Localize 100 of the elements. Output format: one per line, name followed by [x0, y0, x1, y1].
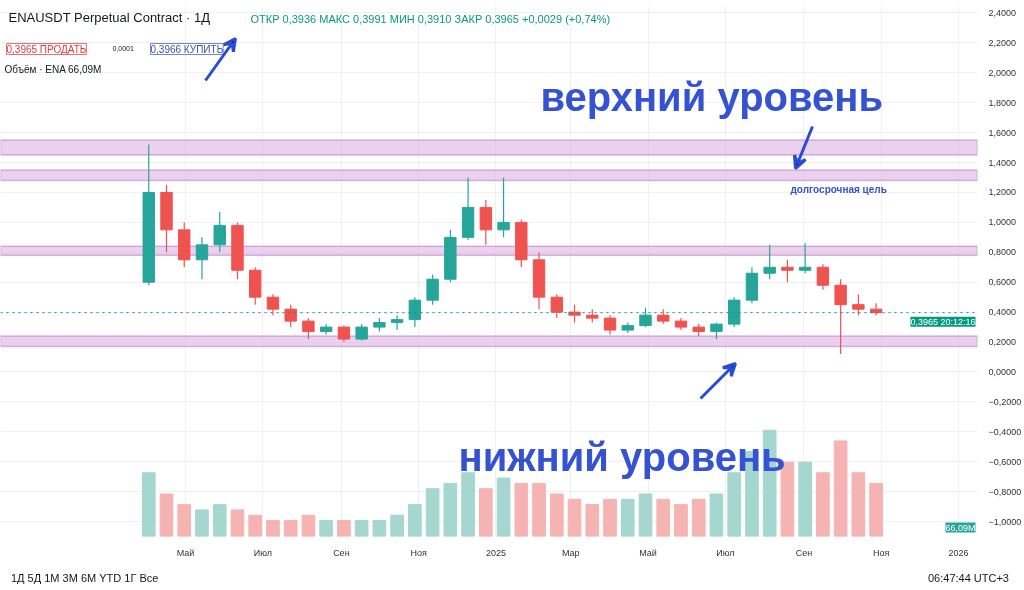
bar: [390, 514, 404, 537]
y-tick-label: 0,8000: [988, 247, 1017, 258]
x-tick-label: Май: [639, 547, 657, 558]
text: 06:47:44 UTC+3: [927, 571, 1009, 586]
x-tick-label: Ноя: [410, 547, 427, 558]
y-tick-label: 1,6000: [988, 127, 1017, 138]
candlestick: [834, 278, 847, 355]
candlestick: [603, 314, 617, 336]
annotation: 0,3966 КУПИТЬ: [150, 43, 224, 55]
bar: [656, 498, 671, 537]
annotation: 66,09M: [945, 522, 976, 533]
y-tick-label: −0,2000: [988, 396, 1022, 407]
candlestick: [284, 304, 297, 328]
annotation: верхний уровень: [540, 74, 884, 119]
bar: [372, 520, 387, 537]
bar: [585, 504, 600, 537]
bar: [283, 520, 298, 537]
bar: [177, 504, 192, 537]
annotation: 0,3965 ПРОДАТЬ: [6, 43, 87, 55]
bar: [549, 493, 564, 537]
y-tick-label: 2,0000: [988, 67, 1017, 78]
y-tick-label: 0,4000: [988, 307, 1017, 318]
y-tick-label: 1,8000: [988, 97, 1017, 108]
y-tick-label: 1,2000: [988, 187, 1017, 198]
candlestick: [852, 293, 865, 316]
x-tick-label: Июл: [716, 547, 735, 558]
candlestick: [195, 236, 209, 280]
bar: [869, 482, 883, 537]
candlestick: [869, 302, 883, 316]
y-tick-label: −0,4000: [988, 426, 1022, 437]
bar: [337, 520, 351, 537]
bar: [408, 504, 422, 537]
x-tick-label: 2026: [948, 547, 969, 558]
candlestick: [479, 199, 493, 246]
y-tick-label: 0,2000: [988, 337, 1017, 348]
text: ОТКР 0,3936 МАКС 0,3991 МИН 0,3910 ЗАКР 0,3965 +0,0029 (+0,74%): [250, 12, 611, 25]
candlestick: [550, 293, 563, 319]
y-tick-label: −1,0000: [988, 516, 1022, 527]
bar: [159, 493, 174, 537]
bar: [833, 440, 848, 537]
candlestick: [302, 317, 315, 340]
bar: [319, 520, 333, 537]
x-tick-label: Сен: [795, 547, 813, 558]
y-tick-label: 1,4000: [988, 157, 1017, 168]
bar: [691, 498, 706, 537]
candlestick: [798, 242, 812, 274]
y-tick-label: −0,6000: [988, 456, 1022, 467]
bar: [266, 520, 280, 537]
chart-title: ENAUSDT Perpetual Contract · 1Д: [8, 9, 211, 25]
x-tick-label: Сен: [333, 547, 350, 558]
ref-line-label: 0,3965 20:12:16: [910, 316, 976, 327]
x-tick-label: Ноя: [873, 547, 890, 558]
bar: [603, 498, 617, 537]
bar: [301, 514, 316, 537]
candlestick: [266, 293, 280, 316]
x-tick-label: Мар: [561, 547, 580, 558]
candlestick: [763, 244, 776, 280]
candlestick: [426, 274, 439, 306]
bar: [514, 482, 529, 537]
annotation: Объём · ENA 66,09M: [4, 63, 102, 75]
bar: [674, 504, 688, 537]
text: 1Д 5Д 1М 3М 6М YTD 1Г Все: [11, 571, 159, 586]
bar: [816, 472, 830, 537]
candlestick: [390, 314, 404, 331]
bar: [461, 472, 475, 537]
bar: [212, 504, 227, 537]
y-tick-label: 2,2000: [988, 37, 1017, 48]
candlestick: [816, 263, 830, 291]
annotation: нижний уровень: [458, 434, 786, 479]
bar: [638, 493, 653, 537]
bar: [496, 477, 511, 537]
y-tick-label: 0,0000: [988, 366, 1017, 377]
bar: [620, 498, 635, 537]
x-tick-label: 2025: [485, 547, 506, 558]
y-tick-label: 0,6000: [988, 277, 1017, 288]
bar: [230, 509, 245, 537]
bar: [141, 472, 156, 537]
bar: [195, 509, 209, 537]
bar: [851, 472, 866, 537]
y-tick-label: 1,0000: [988, 217, 1017, 228]
x-tick-label: Июл: [253, 547, 272, 558]
bar: [354, 520, 369, 537]
candlestick: [497, 176, 510, 238]
y-tick-label: 2,4000: [988, 7, 1017, 18]
x-tick-label: Май: [176, 547, 195, 558]
candlestick: [213, 211, 226, 253]
candlestick: [728, 296, 741, 328]
bar: [479, 488, 493, 537]
bar: [532, 482, 546, 537]
candlestick: [781, 259, 794, 283]
annotation: долгосрочная цель: [790, 183, 887, 195]
bar: [798, 461, 812, 537]
y-tick-label: −0,8000: [988, 486, 1022, 497]
candlestick: [408, 296, 422, 328]
bar: [248, 514, 263, 537]
bar: [425, 488, 440, 537]
candlestick: [639, 307, 652, 328]
bar: [709, 493, 724, 537]
bar: [567, 498, 582, 537]
bar: [443, 482, 458, 537]
